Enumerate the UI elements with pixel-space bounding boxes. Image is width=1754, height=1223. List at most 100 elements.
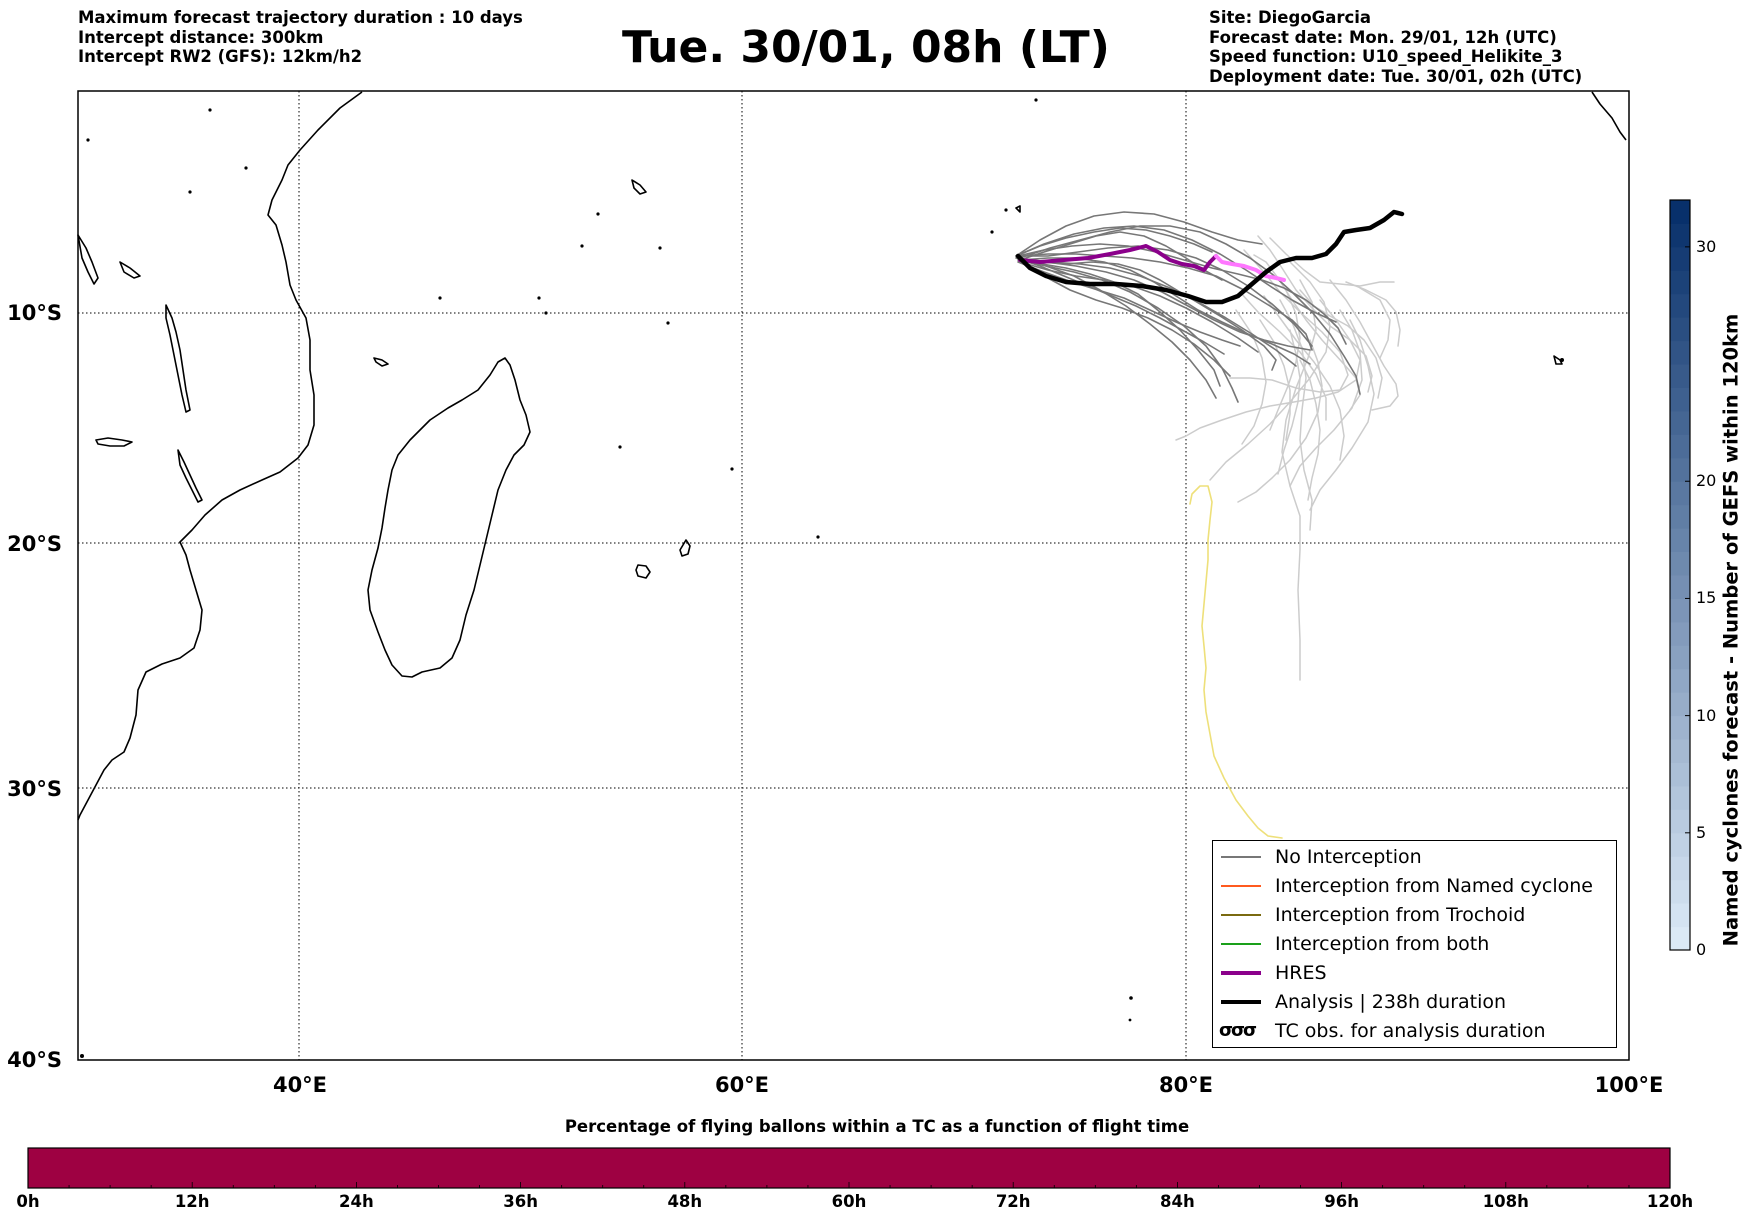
colorbar-cell	[1670, 715, 1690, 740]
track-dark	[1017, 261, 1241, 347]
track-dark	[1019, 261, 1259, 353]
flight-time-tick-label: 0h	[16, 1192, 40, 1211]
islet	[596, 212, 600, 216]
legend-swatch	[1221, 971, 1261, 975]
lon-label-100e: 100°E	[1595, 1073, 1664, 1097]
track-light	[1209, 261, 1331, 481]
madagascar-coast	[367, 357, 531, 678]
lake-bangweulu	[95, 437, 133, 447]
track-light	[1299, 359, 1321, 501]
islet	[1128, 1018, 1132, 1022]
legend-entry: Interception from Named cyclone	[1213, 874, 1616, 898]
track-dark	[1019, 225, 1361, 395]
colorbar-cell	[1670, 785, 1690, 810]
colorbar-cell	[1670, 739, 1690, 763]
track-dark	[1019, 253, 1313, 351]
tc-observations	[1189, 485, 1283, 839]
legend-label: HRES	[1275, 962, 1327, 984]
info-line: Maximum forecast trajectory duration : 1…	[78, 8, 523, 27]
legend-entry: Analysis | 238h duration	[1213, 990, 1616, 1014]
track-light	[1259, 319, 1291, 441]
colorbar-flight-time	[27, 1147, 1671, 1189]
track-dark	[1019, 259, 1297, 367]
diego-garcia	[1015, 205, 1021, 213]
legend-entry: Interception from Trochoid	[1213, 903, 1616, 927]
colorbar-cyclones	[1669, 199, 1691, 951]
track-dark	[1017, 257, 1217, 399]
legend-swatch	[1221, 914, 1261, 916]
track-dark	[1017, 257, 1311, 351]
colorbar-cell	[1670, 457, 1690, 482]
reunion	[635, 564, 651, 579]
colorbar-right-label: Named cyclones forecast - Number of GEFS…	[1719, 313, 1743, 947]
info-line: Deployment date: Tue. 30/01, 02h (UTC)	[1209, 66, 1583, 86]
track-light	[1269, 289, 1301, 431]
track-dark	[1017, 257, 1221, 387]
track-light	[1281, 279, 1317, 681]
seychelles	[631, 179, 647, 195]
lake-malawi	[177, 449, 203, 503]
info-right: Site: DiegoGarcia Forecast date: Mon. 29…	[1209, 8, 1582, 86]
colorbar-cell	[1670, 879, 1690, 904]
colorbar-cell	[1670, 434, 1690, 459]
islet	[544, 311, 548, 315]
islet	[658, 246, 662, 250]
info-line: Intercept distance: 300km	[78, 27, 324, 47]
legend-swatch	[1221, 885, 1261, 887]
track-light	[1269, 237, 1395, 287]
trajectories	[1015, 209, 1405, 839]
comoros	[373, 357, 389, 367]
legend-label: Interception from both	[1275, 933, 1490, 955]
track-light	[1289, 309, 1363, 487]
flight-time-tick-label: 108h	[1482, 1192, 1529, 1211]
legend-swatch	[1221, 1000, 1261, 1004]
island-east	[1553, 355, 1563, 365]
info-line: Intercept RW2 (GFS): 12km/h2	[78, 47, 363, 66]
colorbar-cell	[1670, 926, 1690, 951]
islet	[580, 244, 584, 248]
colorbar-tick-label: 5	[1696, 822, 1707, 842]
legend-entry: HRES	[1213, 961, 1616, 985]
colorbar-cell	[1670, 598, 1690, 623]
track-light	[1175, 299, 1361, 441]
flight-time-tick-label: 36h	[503, 1192, 538, 1211]
islet	[1560, 358, 1564, 362]
info-line: Forecast date: Mon. 29/01, 12h (UTC)	[1209, 27, 1557, 47]
legend-label: Analysis | 238h duration	[1275, 991, 1507, 1013]
colorbar-cell	[1670, 575, 1690, 599]
analysis-track	[1015, 209, 1405, 305]
legend-label: TC obs. for analysis duration	[1275, 1020, 1546, 1042]
islet	[188, 190, 192, 194]
track-dark	[1015, 227, 1213, 257]
islet	[1004, 208, 1008, 212]
track-light	[1359, 287, 1391, 359]
flight-time-tick-label: 12h	[174, 1192, 210, 1211]
islet	[86, 138, 90, 142]
colorbar-cell	[1670, 246, 1690, 271]
lon-label-60e: 60°E	[715, 1073, 769, 1097]
colorbar-cell	[1670, 387, 1690, 412]
islet	[1034, 98, 1038, 102]
legend-entry: σσσ TC obs. for analysis duration	[1213, 1019, 1616, 1043]
flight-time-tick-label: 120h	[1646, 1192, 1694, 1211]
track-dark	[1015, 257, 1225, 355]
info-line: Site: DiegoGarcia	[1209, 8, 1372, 27]
flight-time-tick-label: 48h	[667, 1192, 703, 1211]
colorbar-cell	[1670, 223, 1690, 248]
islet	[816, 535, 820, 539]
islet	[537, 296, 541, 300]
flight-time-tick-label: 96h	[1324, 1192, 1359, 1211]
lon-label-80e: 80°E	[1159, 1073, 1213, 1097]
islet	[666, 321, 670, 325]
track-dark	[1017, 243, 1347, 345]
legend-label: Interception from Trochoid	[1275, 904, 1526, 926]
lake-victoria	[77, 234, 99, 285]
legend-label: No Interception	[1275, 846, 1422, 868]
islet	[80, 1054, 84, 1058]
colorbar-cell	[1670, 317, 1690, 342]
islet	[208, 108, 212, 112]
colorbar-cell	[1670, 762, 1690, 787]
africa-coast	[77, 91, 363, 821]
track-light	[1263, 295, 1345, 461]
track-dark	[1015, 211, 1263, 257]
